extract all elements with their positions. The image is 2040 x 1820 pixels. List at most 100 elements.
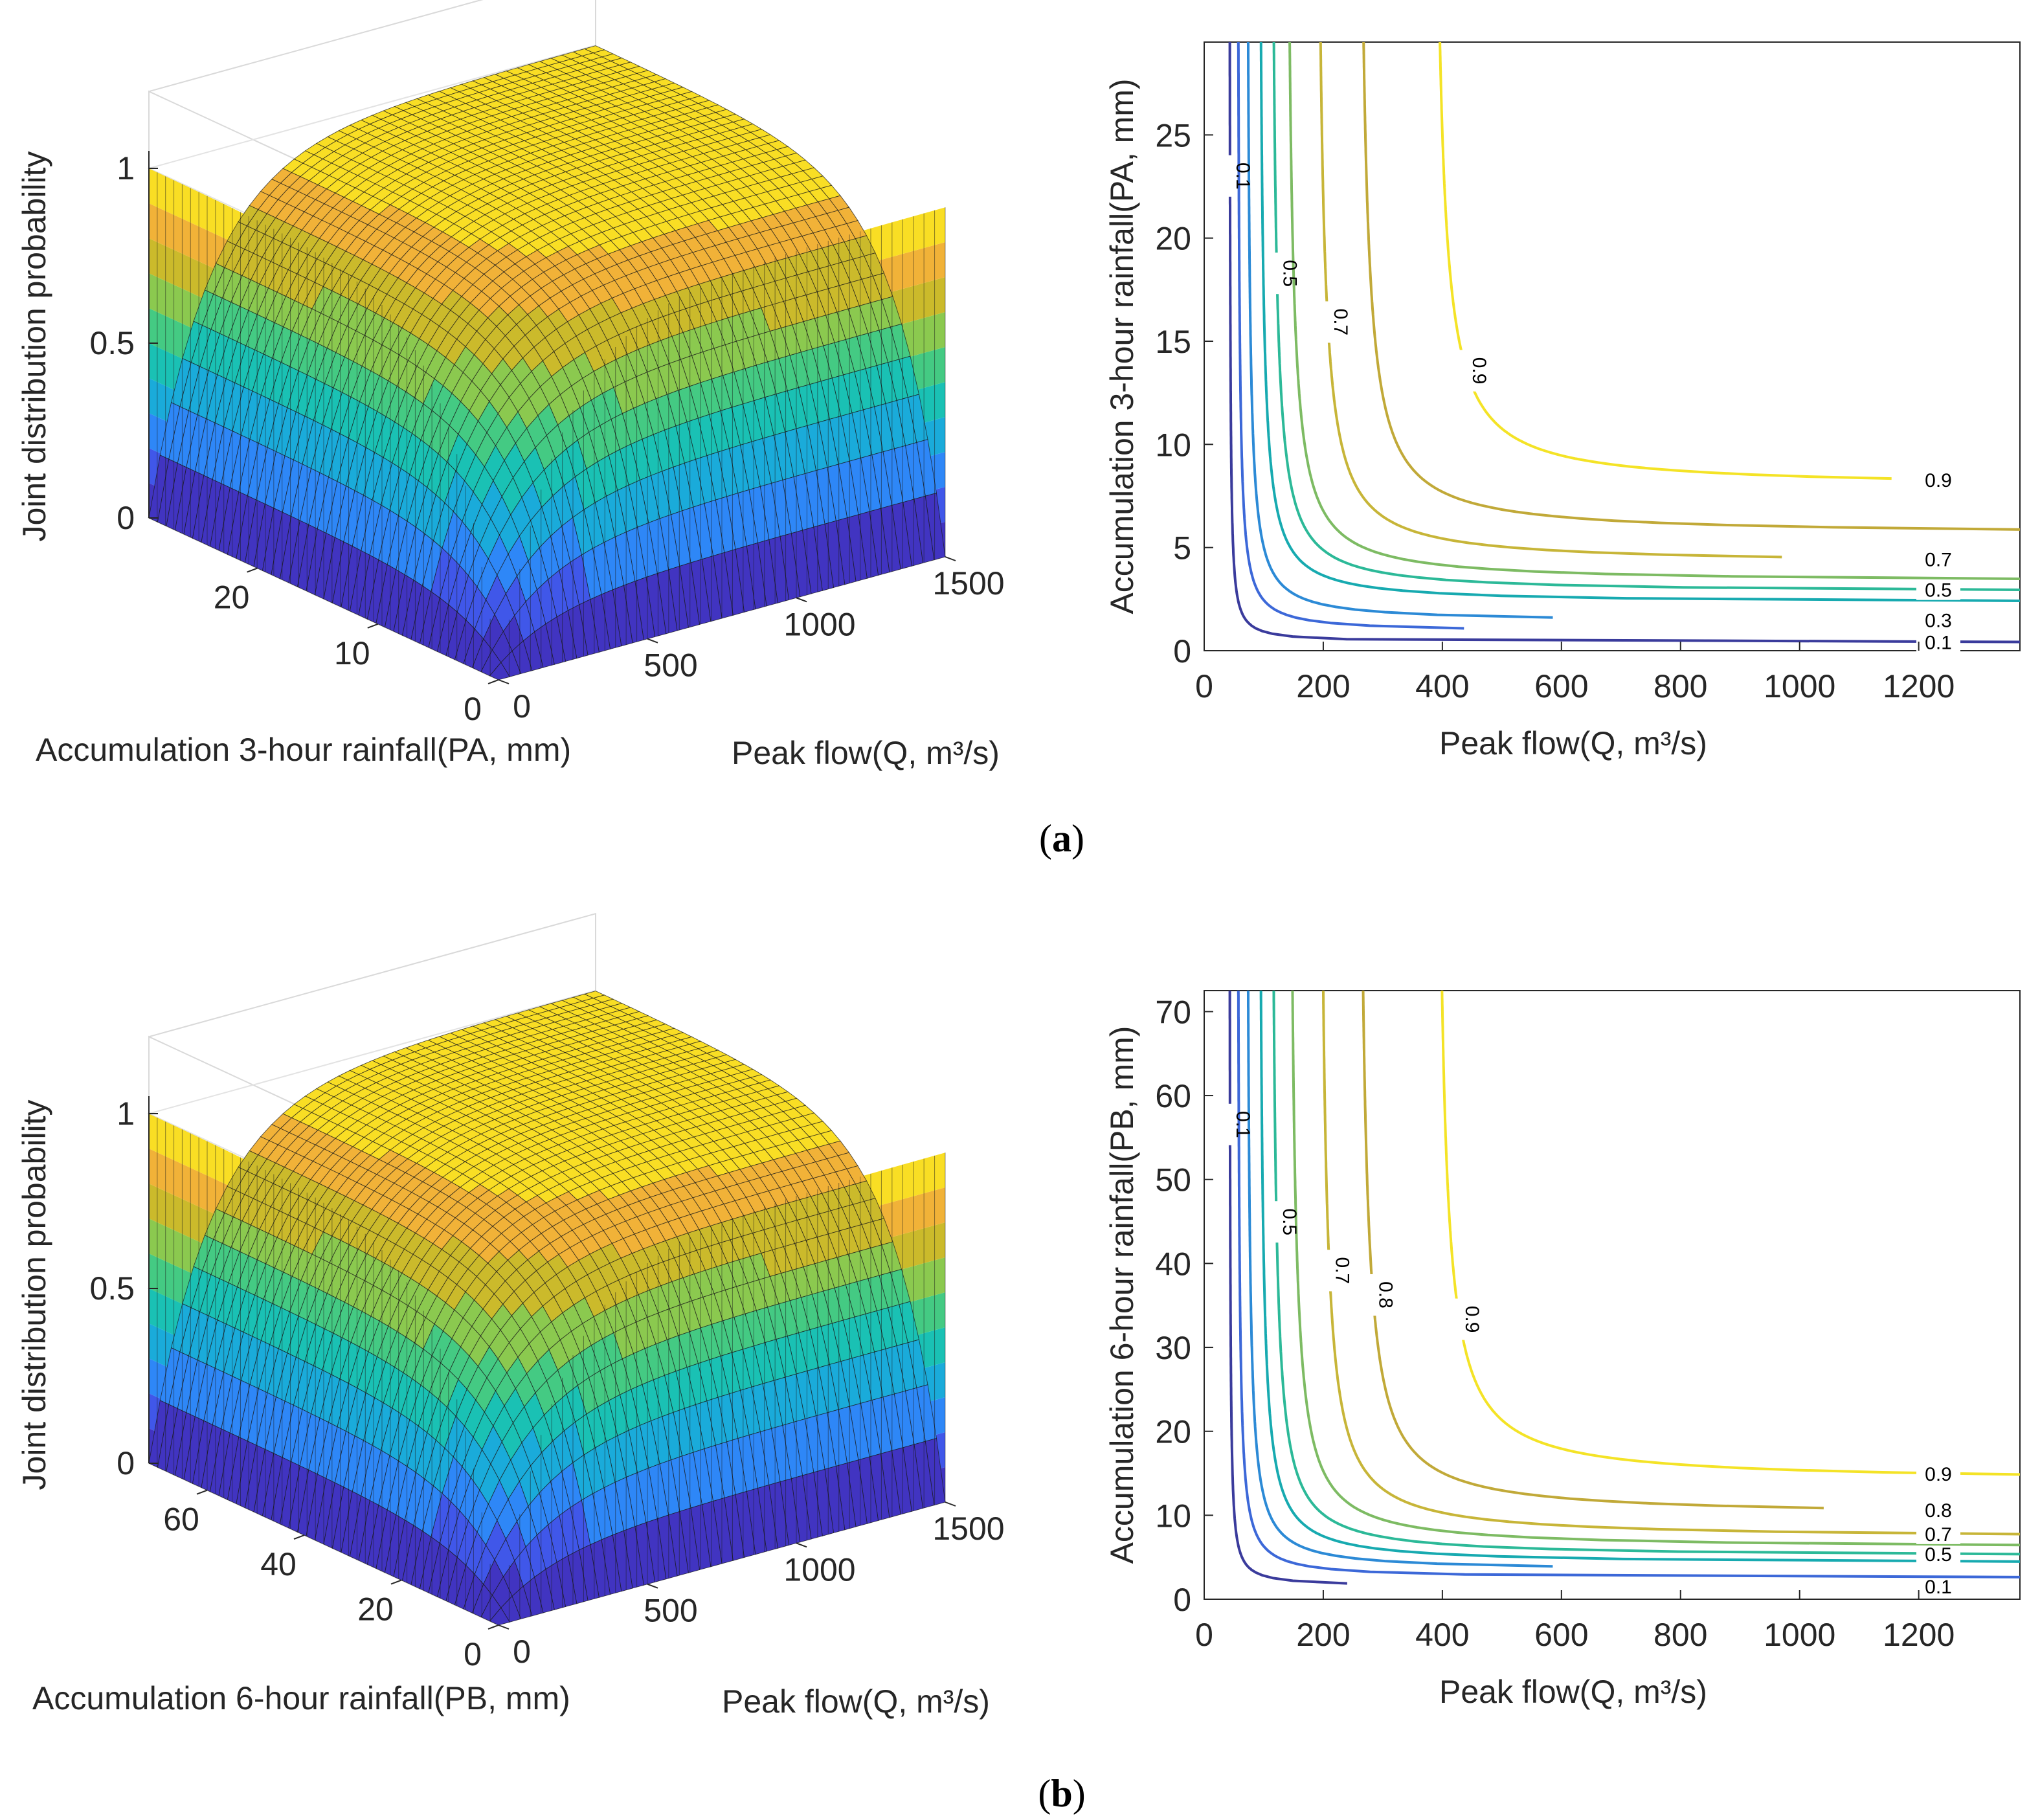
y-tick-label: 25 [1155,117,1191,153]
y-tick-label: 5 [1173,530,1191,567]
y-tick-label: 0 [1173,633,1191,669]
contour-label-vertical: 0.9 [1461,1306,1483,1333]
surface-plots [147,0,956,1630]
x-tick-label: 0 [1195,668,1213,704]
y-axis-title: Accumulation 6-hour rainfall(PB, mm) [1104,1026,1140,1564]
x-axis-title: Peak flow(Q, m³/s) [732,735,1000,771]
x-tick [498,679,510,684]
contour-label: 0.7 [1925,1524,1952,1545]
contour-label-vertical: 0.5 [1279,260,1300,287]
x-tick [647,638,658,644]
surface-plot-b [147,912,956,1630]
contour-label: 0.1 [1925,1577,1952,1598]
z-tick-label: 0.5 [89,1270,135,1307]
z-tick-label: 0 [117,500,135,536]
z-axis-title: Joint distribution probability [16,151,52,541]
z-tick-label: 0 [117,1445,135,1481]
y-tick-label: 40 [260,1546,297,1582]
x-tick-label: 1000 [1764,668,1835,704]
y-tick-label: 20 [1155,221,1191,257]
contour-plot-b [1204,990,2021,1600]
y-tick-label: 0 [1173,1582,1191,1618]
y-tick-label: 50 [1155,1162,1191,1198]
y-tick-label: 30 [1155,1330,1191,1366]
contour-label: 0.5 [1925,580,1952,601]
x-tick-label: 400 [1415,1617,1469,1653]
plot-area [1204,990,2021,1600]
contour-plot-a [1204,41,2021,653]
x-tick-label: 500 [644,1593,697,1629]
y-tick-label: 60 [1155,1078,1191,1114]
x-axis-title: Peak flow(Q, m³/s) [1439,1674,1707,1710]
x-tick-label: 1000 [783,606,855,642]
contour-label: 0.5 [1925,1544,1952,1566]
panel-letter: b [1051,1772,1072,1815]
x-tick [945,556,956,561]
y-tick-label: 0 [464,691,482,727]
contour-label: 0.8 [1925,1500,1952,1522]
contour-label: 0.7 [1925,549,1952,570]
contour-label: 0.3 [1925,611,1952,632]
contour-label-vertical: 0.7 [1332,1257,1353,1285]
x-axis-title: Peak flow(Q, m³/s) [1439,725,1707,761]
panel-label: (b) [1038,1772,1085,1815]
surface-plot-a [147,0,956,684]
y-tick-label: 20 [1155,1414,1191,1450]
x-tick-label: 1500 [932,1511,1004,1547]
y-tick [367,623,379,629]
surface-patch [489,662,510,680]
x-tick-label: 500 [644,647,697,684]
contour-label: 0.9 [1925,1464,1952,1485]
z-tick-label: 0.5 [89,325,135,361]
y-tick-label: 20 [214,579,250,616]
surface-side-band [149,1253,499,1625]
panel-paren: ) [1073,1772,1086,1815]
y-tick-label: 10 [1155,427,1191,463]
z-tick-label: 1 [117,150,135,186]
x-tick [796,597,807,603]
surface-side-band [149,308,499,680]
panel-letter: a [1052,817,1071,860]
x-tick-label: 1000 [783,1551,855,1588]
y-tick-label: 40 [1155,1246,1191,1282]
x-tick-label: 800 [1653,668,1707,704]
x-tick-label: 1000 [1764,1617,1835,1653]
x-axis-title: Peak flow(Q, m³/s) [722,1683,990,1720]
x-tick-label: 600 [1534,1617,1588,1653]
contour-label-vertical: 0.8 [1375,1281,1396,1309]
x-tick-label: 0 [513,1634,531,1670]
x-tick-label: 1500 [932,565,1004,601]
y-tick-label: 10 [1155,1498,1191,1534]
x-tick-label: 200 [1296,668,1350,704]
y-tick-label: 70 [1155,994,1191,1030]
contour-label-vertical: 0.1 [1232,163,1253,190]
plot-area [1204,41,2021,651]
panel-label: (a) [1039,817,1084,860]
z-tick-label: 1 [117,1095,135,1132]
y-tick-label: 15 [1155,324,1191,360]
panel-paren: ( [1039,817,1052,860]
y-tick-label: 0 [464,1636,482,1672]
x-tick-label: 400 [1415,668,1469,704]
x-tick-label: 800 [1653,1617,1707,1653]
z-axis-title: Joint distribution probability [16,1099,52,1490]
contour-label: 0.9 [1925,470,1952,491]
contour-label-vertical: 0.9 [1468,357,1490,385]
panel-paren: ( [1038,1772,1051,1815]
y-axis-title: Accumulation 3-hour rainfall(PA, mm) [1104,78,1140,614]
contour-label-vertical: 0.1 [1232,1111,1253,1138]
x-tick-label: 1200 [1883,668,1955,704]
x-tick-label: 1200 [1883,1617,1955,1653]
y-axis-title: Accumulation 3-hour rainfall(PA, mm) [36,732,571,768]
panel-paren: ) [1071,817,1084,860]
y-tick-label: 60 [163,1501,199,1538]
x-tick-label: 200 [1296,1617,1350,1653]
y-tick [247,567,258,573]
y-tick-label: 20 [357,1591,394,1628]
y-tick [488,679,499,684]
x-tick-label: 0 [513,688,531,725]
contour-label-vertical: 0.5 [1279,1208,1300,1235]
x-tick-label: 0 [1195,1617,1213,1653]
contour-label-vertical: 0.7 [1330,309,1351,336]
